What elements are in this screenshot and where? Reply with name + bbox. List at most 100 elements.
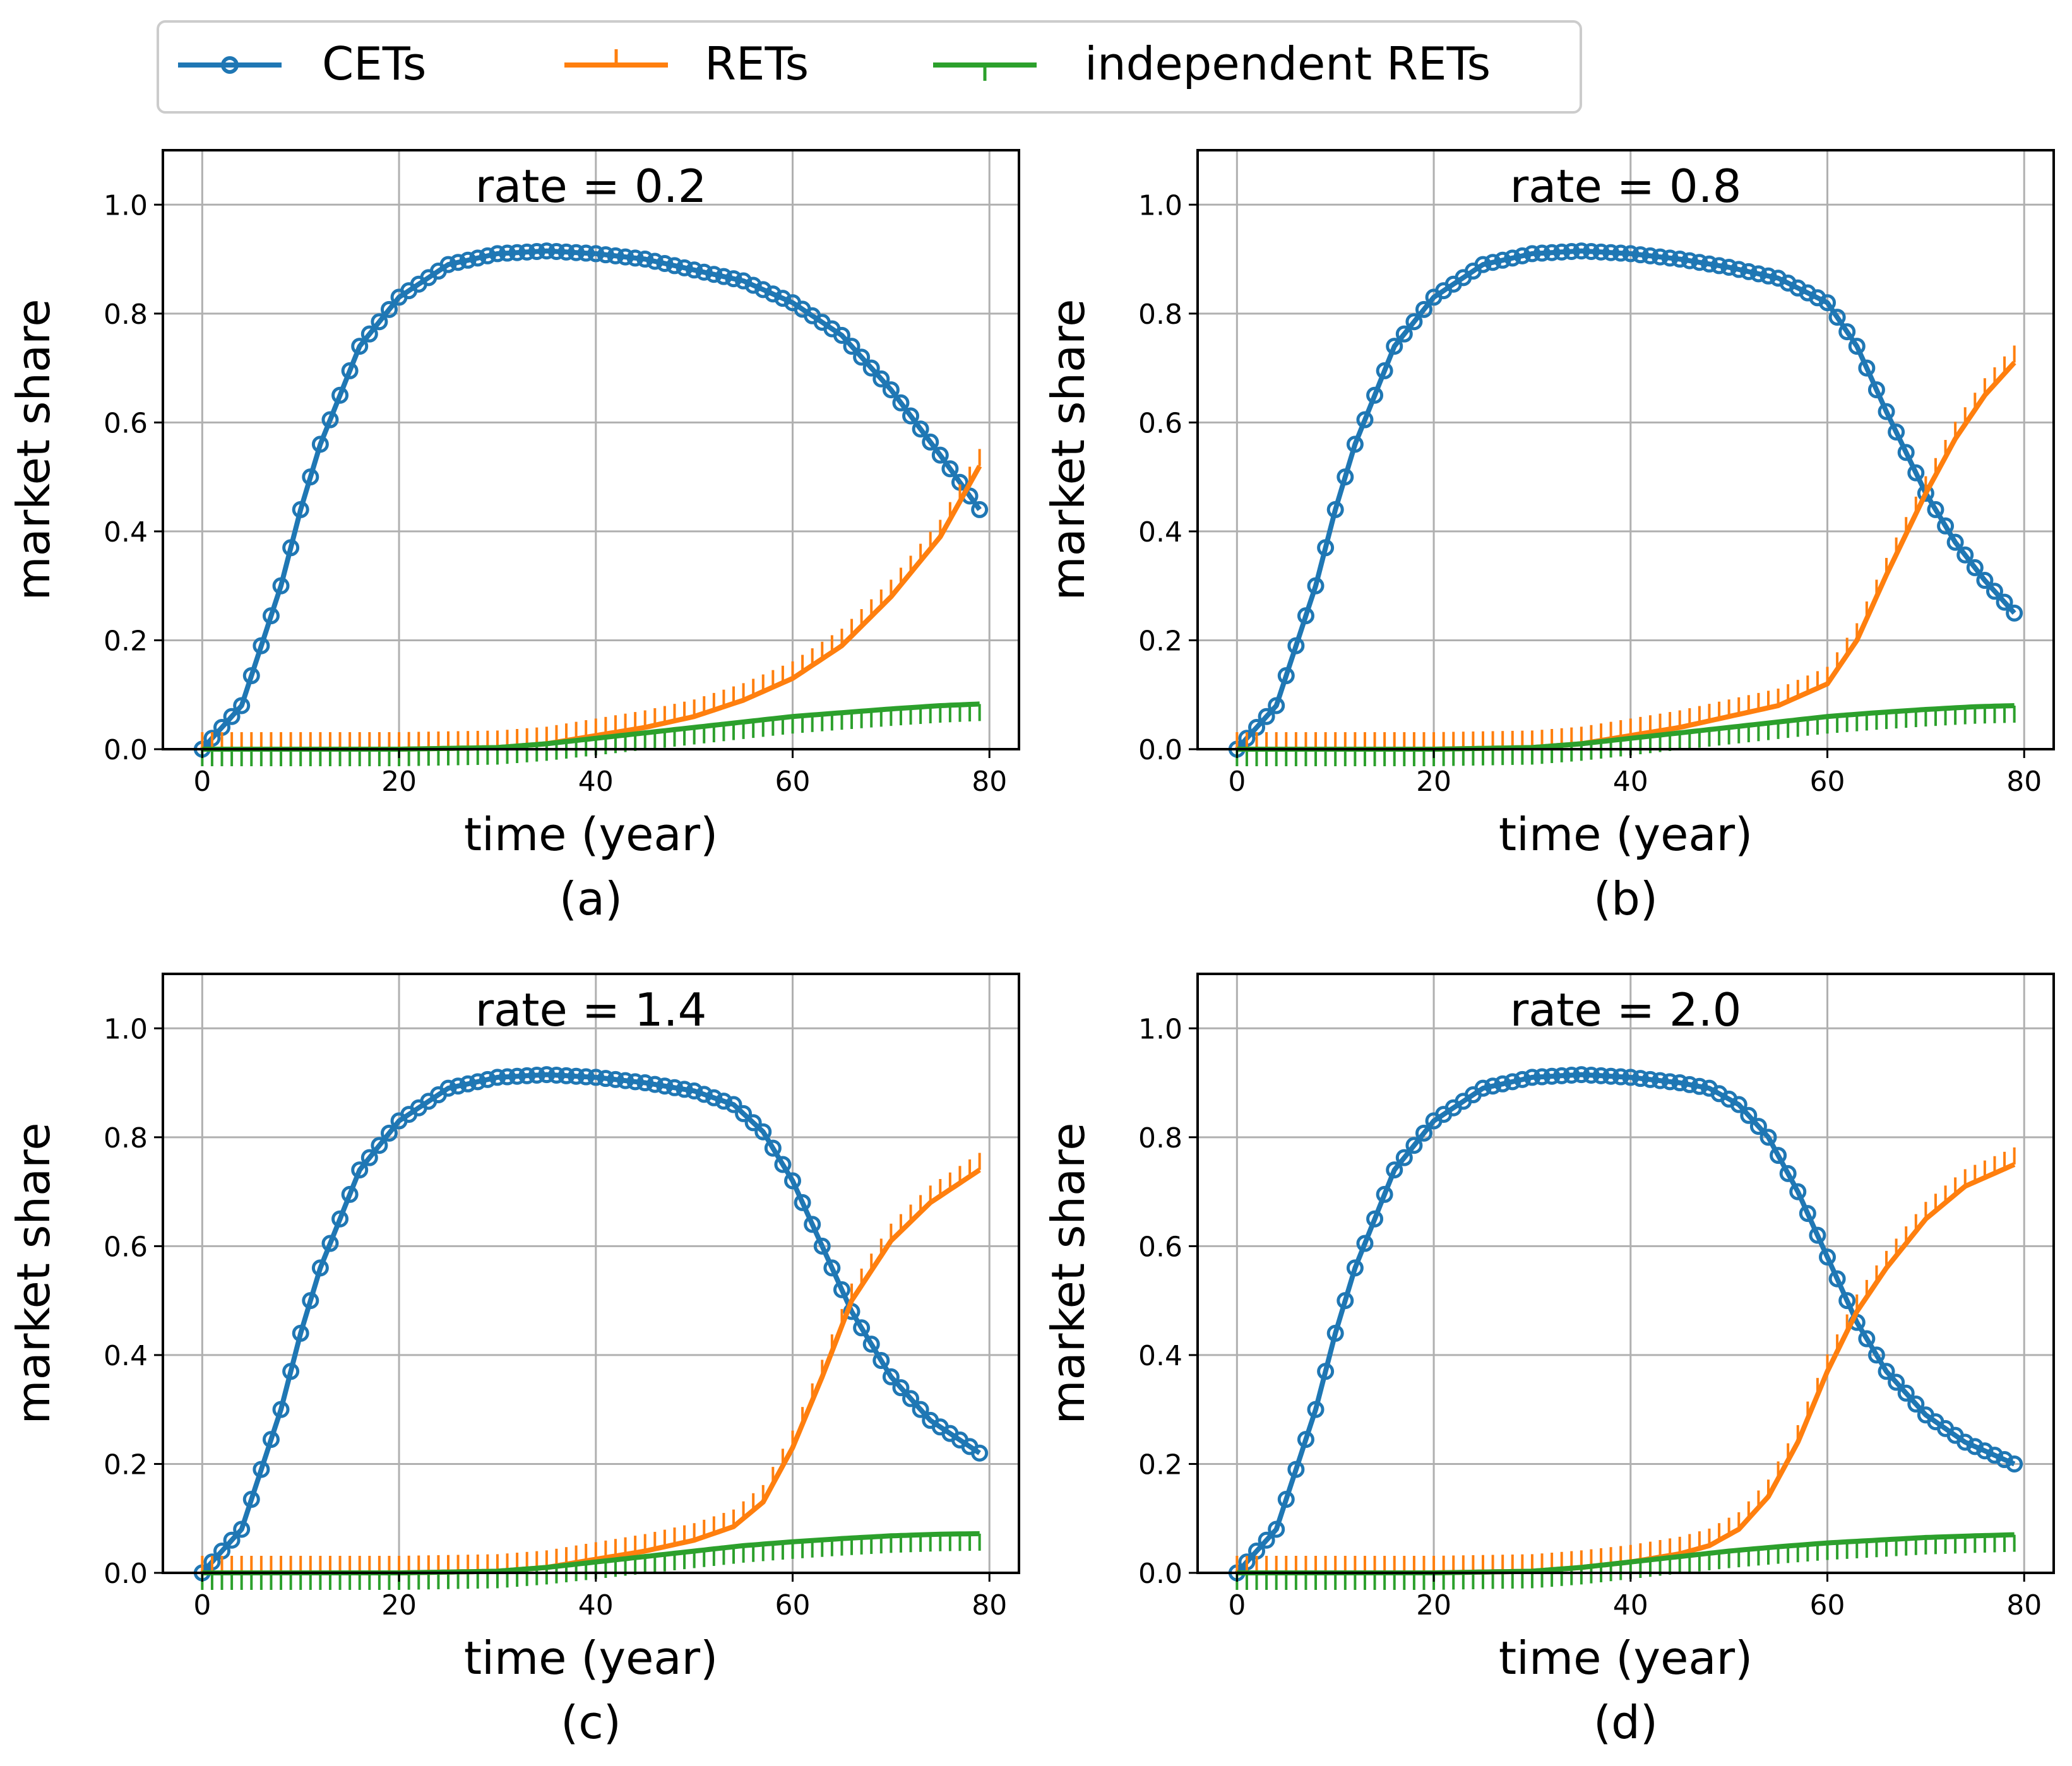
point-cets: [351, 338, 369, 355]
point-cets: [735, 272, 753, 290]
point-cets: [1258, 708, 1275, 725]
y-tick-label: 0.4: [1138, 516, 1182, 548]
y-tick-label: 0.0: [1138, 734, 1182, 766]
point-cets: [351, 1161, 369, 1179]
x-axis-label: time (year): [464, 808, 718, 861]
point-cets: [971, 501, 989, 518]
point-cets: [1631, 1070, 1649, 1087]
point-cets: [1612, 1068, 1629, 1086]
point-cets: [1317, 539, 1335, 557]
point-cets: [744, 1114, 762, 1132]
point-cets: [450, 1077, 467, 1095]
panel-caption: (d): [1593, 1696, 1658, 1749]
point-cets: [1759, 1129, 1777, 1146]
point-cets: [557, 243, 575, 261]
point-cets: [617, 248, 634, 266]
point-cets: [1937, 517, 1955, 535]
point-cets: [1710, 257, 1728, 275]
panel-a: 0 20 40 60 80 0.0 0.2 0.4 0.6 0.8 1.0 rate = 0.2 tim…: [7, 149, 1020, 925]
point-cets: [862, 359, 880, 377]
point-cets: [1346, 1259, 1364, 1277]
point-cets: [282, 1363, 300, 1380]
point-cets: [636, 1074, 654, 1092]
point-cets: [823, 1259, 841, 1277]
point-cets: [656, 254, 674, 272]
point-cets: [2006, 1455, 2023, 1473]
point-cets: [626, 249, 644, 267]
point-cets: [705, 1089, 723, 1106]
point-cets: [882, 1368, 900, 1385]
point-cets: [568, 1067, 585, 1085]
point-cets: [754, 1123, 772, 1141]
point-cets: [292, 501, 309, 518]
y-tick-label: 1.0: [1138, 1013, 1182, 1045]
point-cets: [1297, 1431, 1314, 1449]
point-cets: [1730, 261, 1748, 278]
point-cets: [1326, 1324, 1344, 1342]
point-cets: [1681, 1076, 1698, 1093]
point-cets: [1966, 1438, 1984, 1455]
point-cets: [587, 1069, 605, 1086]
point-cets: [1513, 247, 1531, 264]
x-tick-label: 60: [775, 766, 811, 798]
point-cets: [577, 1068, 595, 1086]
point-cets: [331, 386, 349, 404]
point-cets: [233, 697, 251, 714]
point-cets: [872, 370, 890, 388]
point-cets: [1996, 593, 2013, 611]
point-cets: [1661, 1073, 1679, 1091]
point-cets: [774, 290, 792, 307]
point-cets: [499, 244, 516, 262]
point-cets: [1337, 468, 1354, 486]
point-cets: [1317, 1363, 1335, 1380]
point-cets: [1268, 697, 1285, 714]
legend-frame: [157, 20, 1582, 114]
x-tick-label: 0: [193, 766, 211, 798]
point-cets: [371, 1137, 388, 1154]
point-cets: [1533, 244, 1551, 262]
point-cets: [1976, 572, 1994, 590]
point-cets: [577, 244, 595, 262]
y-tick-label: 0.2: [104, 1449, 148, 1481]
point-cets: [1809, 1226, 1826, 1244]
point-cets: [1907, 1396, 1925, 1413]
point-cets: [1730, 1096, 1748, 1113]
point-cets: [1740, 1106, 1758, 1124]
point-cets: [1779, 1164, 1797, 1182]
legend-label-cets: CETs: [322, 37, 426, 90]
point-cets: [1907, 464, 1925, 482]
legend-item-independent-rets: independent RETs: [933, 37, 1491, 90]
point-cets: [862, 1336, 880, 1353]
point-cets: [1602, 1067, 1620, 1085]
point-cets: [360, 325, 378, 343]
point-cets: [1789, 1183, 1807, 1200]
y-tick-label: 0.8: [104, 299, 148, 331]
point-cets: [568, 244, 585, 261]
point-cets: [1405, 313, 1423, 331]
panel-title: rate = 0.8: [1510, 160, 1742, 213]
point-cets: [302, 468, 319, 486]
point-cets: [1946, 533, 1964, 551]
point-cets: [686, 1082, 703, 1099]
x-tick-label: 60: [1810, 1589, 1845, 1621]
point-cets: [744, 276, 762, 294]
y-tick-label: 0.8: [104, 1122, 148, 1154]
point-cets: [439, 256, 457, 273]
x-tick-label: 0: [1228, 1589, 1246, 1621]
point-cets: [1927, 501, 1944, 518]
point-cets: [321, 1235, 339, 1252]
point-cets: [469, 1073, 487, 1091]
series-line-cets: [200, 248, 982, 751]
point-cets: [872, 1352, 890, 1370]
legend-label-rets: RETs: [705, 37, 809, 90]
point-cets: [262, 607, 280, 625]
point-cets: [547, 242, 565, 260]
panel-d: 0 20 40 60 80 0.0 0.2 0.4 0.6 0.8 1.0 rate = 2.0 tim…: [1042, 973, 2055, 1749]
point-cets: [695, 263, 713, 281]
point-cets: [636, 251, 654, 268]
point-cets: [1297, 607, 1314, 625]
point-cets: [1484, 1077, 1502, 1095]
point-cets: [508, 1067, 526, 1085]
point-cets: [1749, 1118, 1767, 1135]
y-tick-label: 0.6: [1138, 1231, 1182, 1263]
